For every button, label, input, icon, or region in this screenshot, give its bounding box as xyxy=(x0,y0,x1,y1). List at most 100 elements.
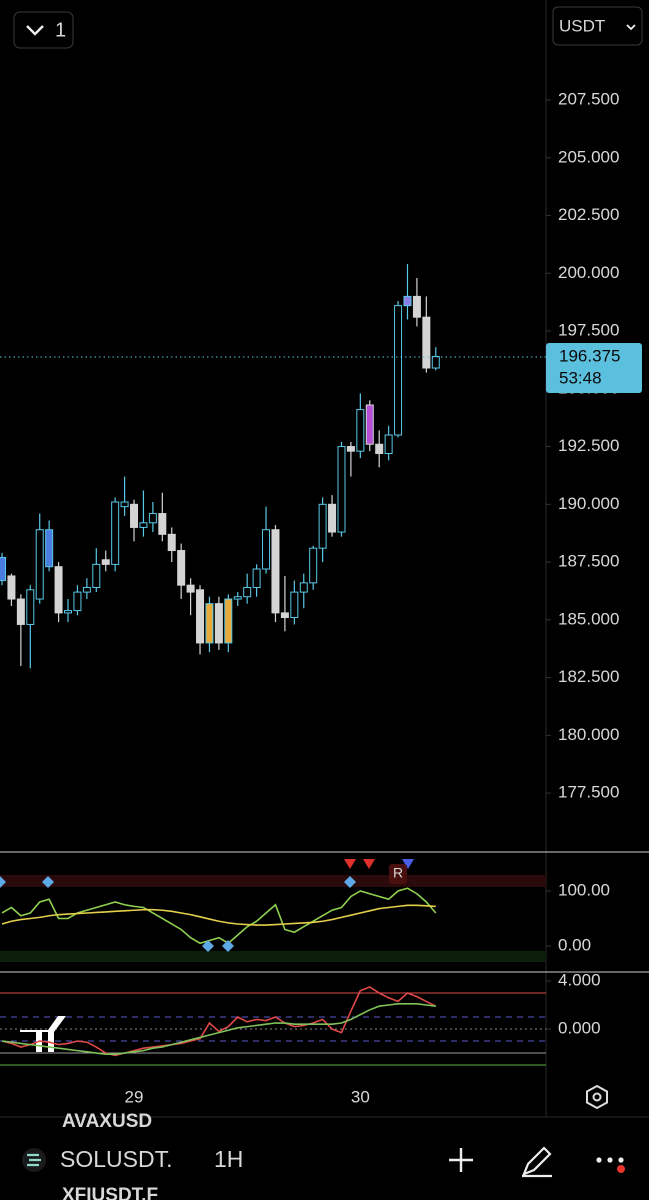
last-price-label: 196.375 xyxy=(559,347,620,366)
y-tick-label: 202.500 xyxy=(558,205,619,224)
candle-body xyxy=(356,409,365,452)
symbol-icon-bars xyxy=(27,1153,41,1167)
button-frame xyxy=(13,11,74,49)
x-tick-label: 29 xyxy=(125,1087,144,1106)
x-tick-label: 30 xyxy=(351,1087,370,1106)
candle-body xyxy=(299,582,308,593)
y-tick-label: 207.500 xyxy=(558,90,619,109)
candle-body xyxy=(111,501,120,565)
indicator-line xyxy=(1,1003,436,1056)
candle-body xyxy=(318,503,327,549)
y-tick-label: 4.000 xyxy=(558,970,601,989)
candle-body xyxy=(167,533,176,552)
candle-body xyxy=(205,603,214,644)
indicator-line xyxy=(1,904,436,926)
y-tick-label: 185.000 xyxy=(558,609,619,628)
candle-body xyxy=(64,610,73,614)
candle-body xyxy=(252,568,261,588)
marker-box xyxy=(389,864,407,884)
y-tick-label: 182.500 xyxy=(558,667,619,686)
notification-dot xyxy=(617,1165,625,1173)
y-tick-label: 177.500 xyxy=(558,783,619,802)
triangle-marker xyxy=(363,859,375,869)
candle-body xyxy=(101,559,110,565)
dropdown-frame xyxy=(552,6,643,46)
interval-button[interactable]: 1H xyxy=(214,1146,243,1172)
y-tick-label: 180.000 xyxy=(558,725,619,744)
candle-body xyxy=(7,575,16,600)
last-price-badge xyxy=(546,343,642,394)
y-tick-label: 197.500 xyxy=(558,321,619,340)
dot xyxy=(596,1157,602,1163)
y-tick-label: 192.500 xyxy=(558,436,619,455)
candle-body xyxy=(214,603,223,644)
overbought-zone xyxy=(0,875,546,887)
candle-body xyxy=(148,513,157,524)
candle-body xyxy=(271,529,280,614)
y-tick-label: 200.000 xyxy=(558,263,619,282)
candle-body xyxy=(337,446,346,533)
candle-body xyxy=(35,529,44,600)
indicator-line xyxy=(1,986,437,1057)
candle-body xyxy=(394,305,403,436)
y-tick-label: 190.000 xyxy=(558,494,619,513)
candle-body xyxy=(365,404,374,445)
diamond-marker xyxy=(344,876,356,888)
candle-body xyxy=(422,316,431,369)
candle-body xyxy=(186,584,195,593)
draw-button[interactable] xyxy=(522,1146,552,1178)
add-button[interactable] xyxy=(449,1148,473,1172)
diamond-marker xyxy=(0,876,6,888)
candle-body xyxy=(224,598,233,644)
currency-label: USDT xyxy=(559,16,605,35)
countdown-label: 53:48 xyxy=(559,369,602,388)
y-tick-label: 187.500 xyxy=(558,552,619,571)
y-tick-label: 0.00 xyxy=(558,935,591,954)
diamond-marker xyxy=(222,940,234,952)
chevron-icon xyxy=(26,25,44,36)
candle-body xyxy=(243,586,252,598)
settings-icon-center xyxy=(592,1092,602,1102)
settings-button[interactable] xyxy=(586,1084,608,1110)
candle-body xyxy=(280,612,289,619)
candle-body xyxy=(403,295,412,307)
symbol-name: SOLUSDT. xyxy=(60,1146,172,1172)
y-tick-label: 205.000 xyxy=(558,147,619,166)
candle-body xyxy=(177,550,186,586)
dropdown-arrow xyxy=(626,24,636,31)
candle-body xyxy=(346,446,355,452)
candle-body xyxy=(26,589,35,625)
triangle-marker xyxy=(402,859,414,869)
candle-body xyxy=(233,596,242,600)
candle-body xyxy=(120,501,129,508)
candle-body xyxy=(158,513,167,535)
indicator-line xyxy=(1,887,437,945)
triangle-marker xyxy=(344,859,356,869)
candle-body xyxy=(196,589,205,644)
candle-body xyxy=(328,503,337,533)
candle-body xyxy=(139,522,148,528)
candle-body xyxy=(290,591,299,619)
y-tick-label: 0.000 xyxy=(558,1019,601,1038)
layout-button[interactable]: 1 xyxy=(13,11,74,49)
background-symbol: AVAXUSD xyxy=(62,1111,152,1132)
oversold-zone xyxy=(0,951,546,962)
candle-body xyxy=(73,591,82,612)
marker-label: R xyxy=(393,865,403,881)
symbol-button[interactable]: SOLUSDT. xyxy=(22,1146,172,1172)
brand-logo xyxy=(20,1016,66,1052)
candle-body xyxy=(384,434,393,454)
dot xyxy=(618,1157,624,1163)
layout-count: 1 xyxy=(55,19,66,41)
dot xyxy=(607,1157,613,1163)
candle-body xyxy=(431,355,440,369)
settings-icon xyxy=(586,1084,608,1110)
currency-dropdown[interactable]: USDT xyxy=(552,6,643,46)
candle-body xyxy=(16,598,25,625)
more-button[interactable] xyxy=(596,1157,625,1173)
diamond-marker xyxy=(202,940,214,952)
candle-body xyxy=(412,295,421,318)
